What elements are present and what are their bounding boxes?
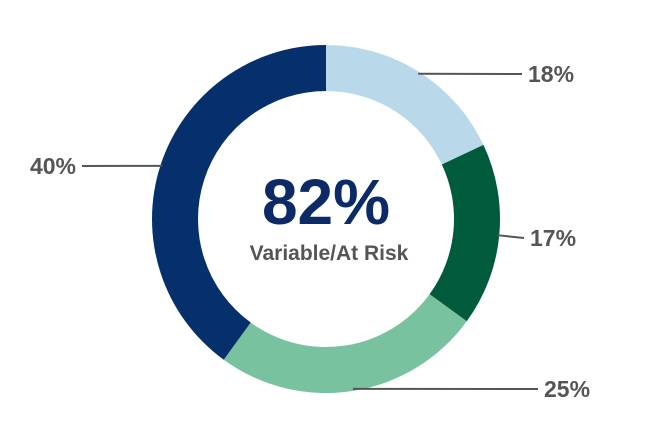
slice-label-4: 40%: [30, 153, 76, 179]
slices-layer: [152, 45, 500, 393]
donut-slice-4: [152, 45, 326, 360]
donut-slice-2: [429, 144, 500, 322]
donut-slice-1: [326, 45, 484, 165]
slice-label-2: 17%: [530, 225, 576, 251]
donut-slice-3: [223, 294, 467, 393]
center-value: 82%: [262, 166, 390, 238]
labels-layer: 18% 17% 25% 40%: [30, 61, 590, 402]
slice-label-1: 18%: [528, 61, 574, 87]
leaders-layer: [81, 72, 539, 390]
slice-label-3: 25%: [544, 376, 590, 402]
center-caption: Variable/At Risk: [250, 242, 409, 265]
leader-line-2: [497, 234, 525, 239]
